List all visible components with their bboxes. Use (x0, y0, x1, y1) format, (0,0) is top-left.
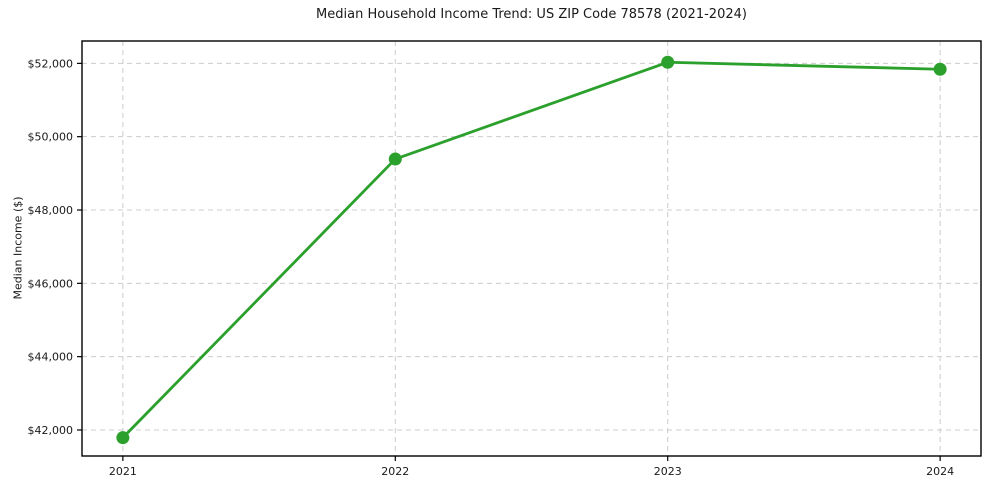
y-tick-label: $42,000 (28, 424, 74, 437)
y-tick-label: $52,000 (28, 57, 74, 70)
x-tick-label: 2022 (381, 465, 409, 478)
plot-border (81, 40, 982, 457)
x-tick-label: 2023 (654, 465, 682, 478)
chart-title: Median Household Income Trend: US ZIP Co… (316, 7, 747, 22)
data-point (933, 62, 947, 76)
y-tick-label: $44,000 (28, 351, 74, 364)
y-tick-label: $46,000 (28, 277, 74, 290)
data-point (116, 431, 130, 445)
y-tick-label: $50,000 (28, 131, 74, 144)
trend-line (121, 60, 942, 440)
x-tick-label: 2021 (109, 465, 137, 478)
y-tick-label: $48,000 (28, 204, 74, 217)
data-point (388, 152, 402, 166)
data-point (661, 55, 675, 69)
x-tick-label: 2024 (926, 465, 954, 478)
